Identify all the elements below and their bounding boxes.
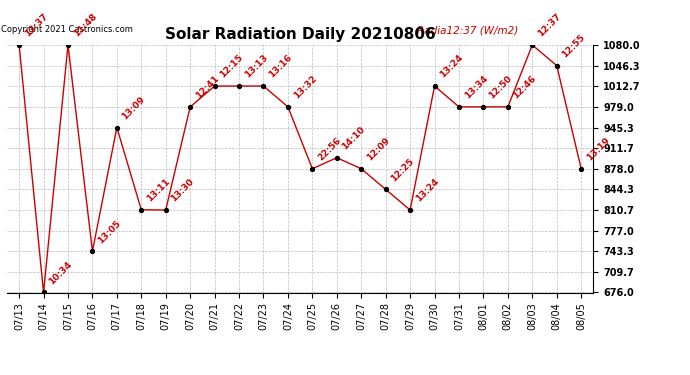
Text: 12:15: 12:15 xyxy=(218,53,245,80)
Point xyxy=(307,166,318,172)
Text: 13:24: 13:24 xyxy=(438,53,465,80)
Text: 13:09: 13:09 xyxy=(121,95,147,122)
Point xyxy=(38,290,49,296)
Text: 13:11: 13:11 xyxy=(145,177,172,204)
Text: 11:48: 11:48 xyxy=(72,12,99,39)
Point xyxy=(404,207,415,213)
Point xyxy=(111,124,122,130)
Point xyxy=(331,155,342,161)
Point xyxy=(160,207,171,213)
Point xyxy=(429,83,440,89)
Text: 14:10: 14:10 xyxy=(340,125,367,152)
Text: 12:46: 12:46 xyxy=(511,74,538,100)
Point xyxy=(282,104,293,110)
Text: 12:25: 12:25 xyxy=(389,157,416,183)
Text: 13:24: 13:24 xyxy=(414,177,440,204)
Text: 12:37: 12:37 xyxy=(536,12,562,39)
Text: 13:32: 13:32 xyxy=(292,74,318,100)
Text: 12:09: 12:09 xyxy=(365,136,391,162)
Point xyxy=(63,42,74,48)
Point xyxy=(185,104,196,110)
Point xyxy=(209,83,220,89)
Point xyxy=(575,166,586,172)
Point xyxy=(233,83,244,89)
Text: 13:16: 13:16 xyxy=(267,53,294,80)
Point xyxy=(478,104,489,110)
Point xyxy=(14,42,25,48)
Text: 13:13: 13:13 xyxy=(243,53,269,80)
Text: 13:05: 13:05 xyxy=(96,219,123,245)
Text: 13:37: 13:37 xyxy=(23,12,50,39)
Text: 13:19: 13:19 xyxy=(585,136,611,162)
Point xyxy=(380,186,391,192)
Text: 10:34: 10:34 xyxy=(47,260,74,286)
Text: 12:55: 12:55 xyxy=(560,33,587,60)
Text: Copyright 2021 Castronics.com: Copyright 2021 Castronics.com xyxy=(1,25,133,34)
Point xyxy=(526,42,538,48)
Point xyxy=(258,83,269,89)
Text: 13:30: 13:30 xyxy=(170,177,196,204)
Point xyxy=(356,166,367,172)
Text: 12:50: 12:50 xyxy=(487,74,513,100)
Text: 13:34: 13:34 xyxy=(463,74,489,100)
Text: 22:56: 22:56 xyxy=(316,136,343,162)
Text: Radia12:37 (W/m2): Radia12:37 (W/m2) xyxy=(417,25,519,35)
Point xyxy=(551,63,562,69)
Point xyxy=(502,104,513,110)
Point xyxy=(136,207,147,213)
Text: 12:41: 12:41 xyxy=(194,74,221,100)
Point xyxy=(87,248,98,254)
Point xyxy=(453,104,464,110)
Title: Solar Radiation Daily 20210806: Solar Radiation Daily 20210806 xyxy=(165,27,435,42)
